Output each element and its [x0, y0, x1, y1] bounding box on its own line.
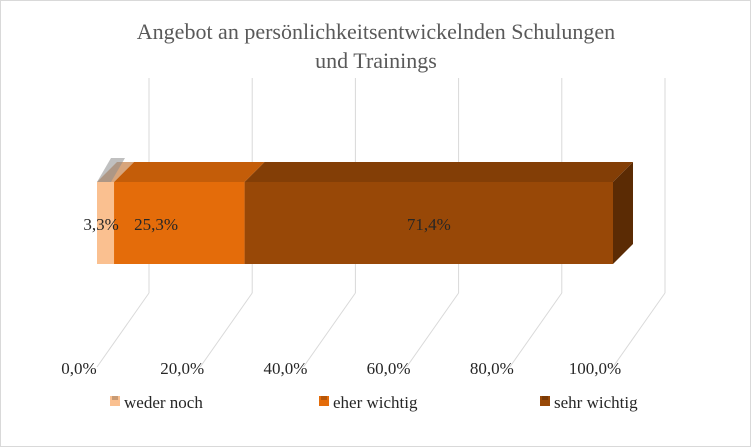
- chart-title-line-2: und Trainings: [315, 48, 437, 73]
- data-label-1: 25,3%: [134, 215, 178, 234]
- legend-label-2: sehr wichtig: [554, 393, 638, 412]
- gridline-floor-0: [96, 292, 150, 368]
- bar-segments: [97, 158, 634, 264]
- chart-title-line-1: Angebot an persönlichkeitsentwickelnden …: [137, 19, 615, 44]
- x-tick-label-5: 100,0%: [569, 359, 621, 378]
- legend-swatch-top-0: [112, 396, 118, 400]
- bar-end-face: [613, 162, 633, 264]
- bar-top-face-1: [114, 162, 265, 182]
- x-tick-label-0: 0,0%: [61, 359, 96, 378]
- x-tick-label-1: 20,0%: [160, 359, 204, 378]
- x-tick-label-2: 40,0%: [263, 359, 307, 378]
- legend-swatch-1: [319, 396, 329, 406]
- legend: weder noch eher wichtig sehr wichtig: [110, 393, 638, 412]
- data-labels: 3,3% 25,3% 71,4%: [83, 215, 450, 234]
- legend-swatch-top-1: [321, 396, 327, 400]
- data-label-2: 71,4%: [407, 215, 451, 234]
- legend-swatch-2: [540, 396, 550, 406]
- bar-top-face-2: [244, 162, 634, 182]
- gridline-floor-4: [509, 292, 563, 368]
- gridline-floor-2: [302, 292, 356, 368]
- legend-label-0: weder noch: [124, 393, 203, 412]
- bar-segment-1: [114, 182, 245, 264]
- legend-swatch-0: [110, 396, 120, 406]
- x-axis-tick-labels: 0,0% 20,0% 40,0% 60,0% 80,0% 100,0%: [61, 359, 621, 378]
- gridline-floor-5: [612, 292, 666, 368]
- legend-label-1: eher wichtig: [333, 393, 418, 412]
- bar-shadow: [97, 158, 125, 182]
- x-tick-label-4: 80,0%: [470, 359, 514, 378]
- bar-segment-0: [97, 182, 115, 264]
- x-tick-label-3: 60,0%: [367, 359, 411, 378]
- legend-swatch-top-2: [542, 396, 548, 400]
- gridline-floor-3: [406, 292, 460, 368]
- gridline-floor-1: [199, 292, 253, 368]
- data-label-0: 3,3%: [83, 215, 118, 234]
- bar-segment-2: [244, 182, 614, 264]
